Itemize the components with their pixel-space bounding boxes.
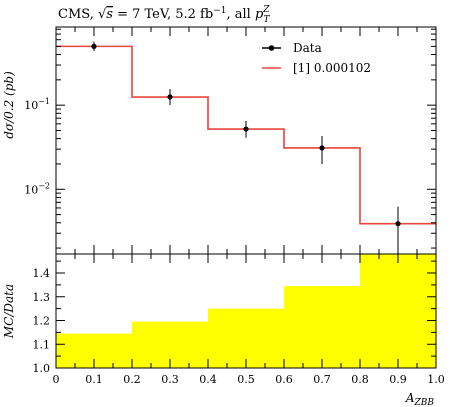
legend: Data [1] 0.000102 (262, 41, 371, 75)
x-tick-label: 0.7 (313, 373, 331, 386)
ratio-x-ticks: 0 0.1 0.2 0.3 0.4 0.5 0.6 0.7 0.8 0.9 1.0 (53, 254, 445, 386)
ratio-y-tick-label: 1.2 (33, 315, 51, 328)
data-point (167, 94, 173, 100)
x-tick-label: 0.5 (237, 373, 255, 386)
ratio-panel: 1.0 1.1 1.2 1.3 1.4 0 0.1 0.2 0.3 0.4 0.5 0.6 0.7 0.… (2, 253, 445, 407)
main-x-ticks (55, 27, 437, 254)
x-tick-label: 0.6 (275, 373, 293, 386)
data-point (243, 126, 249, 132)
x-tick-label: 0.9 (389, 373, 407, 386)
main-y-ticks: 10−1 10−2 (24, 28, 436, 249)
main-panel: 10−1 10−2 dσ/0.2 (pb) (2, 26, 437, 255)
ratio-bar (360, 254, 436, 368)
ratio-bar (208, 308, 284, 368)
ratio-y-ticks: 1.0 1.1 1.2 1.3 1.4 (33, 260, 436, 375)
main-y-tick-label: 10−1 (24, 97, 50, 112)
x-tick-label: 0.2 (123, 373, 141, 386)
legend-prediction-label: [1] 0.000102 (293, 61, 371, 75)
ratio-plot-content (56, 254, 436, 368)
x-tick-label: 0 (53, 373, 60, 386)
legend-item-prediction: [1] 0.000102 (262, 61, 371, 75)
ratio-y-tick-label: 1.1 (33, 338, 51, 351)
main-y-axis-label: dσ/0.2 (pb) (2, 71, 16, 139)
x-tick-label: 0.4 (199, 373, 217, 386)
legend-data-label: Data (293, 41, 322, 55)
data-point (395, 221, 401, 227)
x-tick-label: 0.3 (161, 373, 179, 386)
chart-title: CMS, √s = 7 TeV, 5.2 fb−1, all pZ T (58, 5, 271, 25)
ratio-y-tick-label: 1.4 (33, 267, 51, 280)
x-tick-label: 0.8 (351, 373, 369, 386)
ratio-y-tick-label: 1.3 (33, 291, 51, 304)
title-s: s (106, 7, 113, 22)
data-point (319, 145, 325, 151)
ratio-y-axis-label: MC/Data (2, 284, 16, 339)
ratio-y-tick-label: 1.0 (33, 362, 51, 375)
main-frame (55, 26, 437, 255)
main-y-tick-label: 10−2 (24, 181, 50, 196)
x-axis-label: AZBB (405, 391, 435, 407)
main-plot-content (56, 41, 436, 247)
legend-data-marker-point (268, 45, 275, 51)
data-point (91, 43, 97, 49)
x-tick-label: 1.0 (427, 373, 445, 386)
ratio-bar (284, 286, 360, 368)
x-tick-label: 0.1 (85, 373, 103, 386)
legend-item-data: Data (262, 41, 322, 55)
